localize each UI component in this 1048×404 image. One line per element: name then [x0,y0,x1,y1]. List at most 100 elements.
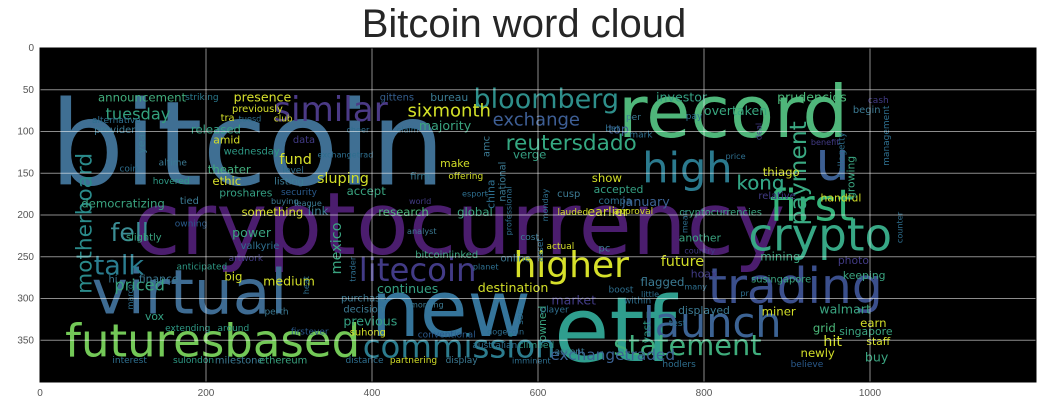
word-asset: asset [536,238,546,262]
word-many: many [684,281,707,291]
word-security: security [281,188,318,198]
word-sixmonth: sixmonth [407,100,490,121]
word-trading: trading [708,259,883,315]
word-cheer: cheer [346,124,370,134]
word-motherboard: motherboard [73,153,98,294]
y-tick-label: 150 [17,168,34,179]
word-owned: owned [536,306,549,342]
word-bet: bet [605,124,620,134]
y-tick-label: 0 [28,43,34,54]
y-tick-label: 250 [17,252,34,263]
word-extending: extending [165,324,210,334]
word-exchangetraded: exchangetraded [550,346,675,364]
word-analyst: analyst [407,226,436,236]
word-year: year [135,129,148,154]
word-anticipated: anticipated [176,262,227,272]
word-per: per [626,113,641,123]
word-exchangetrad: exchangetrad [318,149,374,159]
word-reutersdado: reutersdado [506,131,637,156]
word-buy: buy [865,349,889,364]
word-exchange: exchange [493,110,580,131]
word-claim: claim [397,124,419,134]
word-growing: growing [845,156,858,199]
word-little: little [641,289,659,299]
word-singapore: singapore [839,325,893,338]
word-thiago: thiago [763,165,800,179]
word-verge: verge [513,147,546,161]
word-tra: tra [221,113,235,124]
word-australian: australian [472,341,517,351]
word-hodlers: hodlers [662,360,696,370]
word-previously: previously [232,104,283,115]
word-trader: trader [347,256,357,282]
word-data: data [293,135,315,146]
word-top: top [608,121,629,136]
word-firstever: firstever [291,327,329,337]
word-cost: cost [520,233,539,243]
word-club: club [274,114,293,124]
word-presence: presence [234,90,292,105]
word-believe: believe [791,360,824,370]
word-valkyrie: valkyrie [241,241,280,252]
word-league: league [294,198,321,208]
word-crypto: crypto [748,208,892,261]
word-heat: heat [301,276,311,294]
word-pc: pc [599,243,611,254]
word-cryptocurrency: cryptocurrency [133,175,785,275]
word-previous: previous [343,313,397,328]
word-big: big [224,269,242,283]
word-partnering: partnering [390,356,437,366]
word-begin: begin [853,105,881,116]
y-tick-label: 100 [17,127,34,138]
word-mark: mark [629,130,653,140]
word-prudencios: prudencios [777,90,847,105]
word-firm: firm [410,172,430,183]
word-launch: launch [643,299,781,347]
x-tick-label: 800 [696,388,713,399]
word-high: high [642,145,732,193]
x-tick-label: 600 [530,388,547,399]
word-marco: marco [125,284,135,309]
word-priced: priced [114,275,165,294]
word-esport: esport [462,189,488,199]
word-listing: listing [274,177,304,188]
plot-frame [39,47,1037,383]
word-statement: statement [613,328,761,362]
word-record: record [618,70,848,154]
word-amid: amid [213,134,240,147]
x-tick-label: 1000 [859,388,882,399]
word-see: see [516,309,526,325]
word-owning: owning [175,220,208,230]
word-hovered: hovered [153,177,190,187]
word-around: around [218,324,250,334]
word-kong: kong [736,172,784,195]
word-ethic: ethic [212,174,241,188]
word-ethereum: ethereum [259,355,307,366]
word-research: research [378,205,429,219]
word-decision: decision [343,304,384,315]
word-perth: perth [264,307,288,317]
word-buying: buying [271,196,299,206]
word-fell: fell [110,218,148,247]
word-hit: hit [823,334,842,350]
y-tick-label: 50 [23,85,35,96]
word-flagged: flagged [641,275,685,289]
word-fund: fund [279,152,311,168]
word-bitcoinlinked: bitcoinlinked [415,250,478,261]
word-interest: interest [112,356,147,366]
word-similar: similar [273,90,389,130]
word-professional: professional [503,186,513,235]
word-vox: vox [145,310,165,323]
word-bitcoin: bitcoin [50,76,445,213]
word-tuesd: tuesd [239,113,262,123]
word-level: level [282,166,303,176]
word-vast: vast [641,320,654,343]
word-announcement: announcement [98,91,187,105]
word-miner: miner [762,304,796,318]
word-display: display [446,356,479,366]
word-actual: actual [547,242,575,252]
word-pay: pay [686,112,703,122]
word-etf: etf [554,278,679,383]
word-price: price [725,151,745,161]
word-player: player [540,306,569,316]
